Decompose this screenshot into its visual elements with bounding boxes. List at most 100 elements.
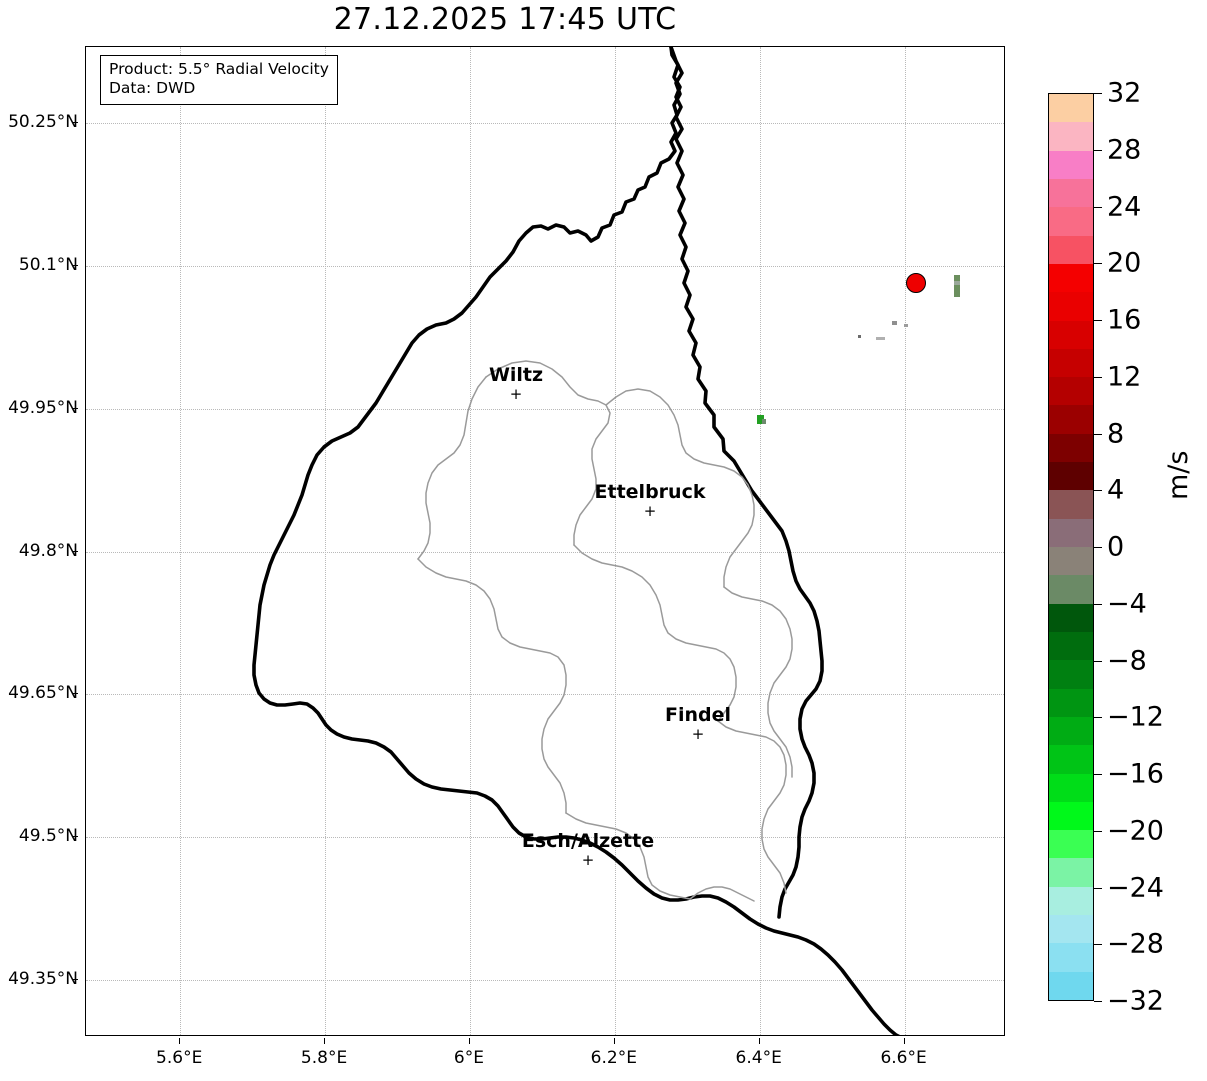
x-axis-tick-mark [468, 1038, 470, 1044]
info-box: Product: 5.5° Radial Velocity Data: DWD [100, 55, 338, 105]
x-axis-tick-label: 5.8°E [300, 1048, 348, 1068]
colorbar-tick-label: −28 [1107, 928, 1164, 960]
colorbar-tick-label: 4 [1107, 474, 1125, 506]
colorbar-band [1049, 886, 1093, 916]
colorbar-tick-label: −4 [1107, 588, 1147, 620]
gridline-horizontal [86, 123, 1004, 125]
colorbar-tick-mark [1094, 320, 1102, 321]
x-axis-tick-mark [903, 1038, 905, 1044]
y-axis-tick-mark [72, 550, 78, 552]
gridline-vertical [614, 47, 616, 1035]
city-label: Wiltz + [489, 366, 543, 402]
gridline-vertical [325, 47, 327, 1035]
y-axis-tick-label: 49.5°N [18, 826, 78, 847]
y-axis-tick-label: 49.65°N [8, 683, 78, 704]
y-axis-tick-label: 50.25°N [8, 112, 78, 133]
colorbar-tick-label: 0 [1107, 531, 1125, 563]
colorbar-tick-label: 8 [1107, 418, 1125, 449]
colorbar-band [1049, 490, 1093, 519]
colorbar-band [1049, 178, 1093, 208]
radar-site-marker[interactable] [906, 273, 926, 293]
colorbar-tick-mark [1094, 603, 1102, 605]
colorbar-tick-mark [1094, 830, 1102, 832]
y-axis-tick-mark [72, 836, 78, 838]
city-marker-icon: + [581, 851, 595, 869]
colorbar-band [1049, 915, 1093, 944]
colorbar-tick-mark [1094, 887, 1102, 889]
colorbar-band [1049, 518, 1093, 547]
colorbar-tick-mark [1094, 774, 1102, 775]
colorbar-tick-mark [1094, 490, 1102, 492]
x-axis-tick-mark [613, 1038, 615, 1044]
city-name: Findel [664, 704, 732, 726]
colorbar-band [1049, 405, 1093, 434]
colorbar-band [1049, 292, 1093, 321]
colorbar-tick-mark [1094, 93, 1102, 94]
radar-echo-pixel [954, 275, 960, 297]
colorbar-band [1049, 377, 1093, 406]
colorbar-band [1049, 433, 1093, 463]
city-label: Ettelbruck + [595, 483, 706, 519]
colorbar-tick-label: −8 [1107, 645, 1147, 676]
colorbar-band [1049, 660, 1093, 689]
colorbar-tick-label: 16 [1107, 304, 1142, 336]
colorbar-tick-mark [1094, 206, 1102, 208]
x-axis-tick-label: 5.6°E [156, 1048, 203, 1068]
country-border-luxembourg [252, 47, 901, 1035]
radar-echo-pixel [876, 337, 885, 340]
colorbar-tick-label: 24 [1107, 191, 1142, 222]
map-plot-area[interactable]: Wiltz + Ettelbruck + Findel + Esch/Alzette + Pr… [85, 46, 1005, 1036]
colorbar-band [1049, 716, 1093, 746]
radar-echo-pixel [757, 415, 764, 424]
colorbar-tick-mark [1094, 547, 1102, 548]
colorbar-band [1049, 830, 1093, 859]
gridline-horizontal [86, 551, 1004, 553]
gridline-horizontal [86, 694, 1004, 696]
colorbar-tick-label: −16 [1107, 758, 1164, 790]
city-label: Findel + [665, 706, 731, 742]
y-axis-tick-label: 49.35°N [8, 968, 78, 989]
city-label: Esch/Alzette + [522, 832, 654, 868]
gridline-vertical [469, 47, 471, 1035]
gridline-vertical [904, 47, 906, 1035]
y-axis-labels: 50.25°N 50.1°N 49.95°N 49.8°N 49.65°N 49.5°N 4… [0, 46, 78, 1036]
colorbar[interactable] [1048, 93, 1094, 1001]
colorbar-band [1049, 603, 1093, 632]
colorbar-tick-mark [1094, 1001, 1102, 1002]
colorbar-band [1049, 94, 1093, 123]
y-axis-tick-label: 49.8°N [18, 540, 78, 561]
x-axis-labels: 5.6°E 5.8°E 6°E 6.2°E 6.4°E 6.6°E [85, 1038, 1005, 1068]
colorbar-ticks: 32 28 24 20 16 12 8 4 0 −4 −8 −12 −16 −20 −24 −28 −32 [1094, 78, 1204, 1017]
colorbar-band [1049, 235, 1093, 264]
colorbar-band [1049, 801, 1093, 831]
x-axis-tick-label: 6.6°E [880, 1048, 927, 1068]
x-axis-tick-label: 6.4°E [735, 1048, 782, 1068]
colorbar-band [1049, 207, 1093, 236]
colorbar-tick-label: 32 [1107, 77, 1142, 109]
colorbar-band [1049, 122, 1093, 151]
colorbar-tick-mark [1094, 433, 1102, 435]
city-marker-icon: + [691, 725, 705, 743]
x-axis-tick-mark [324, 1038, 326, 1044]
radar-echo-pixel [762, 419, 766, 424]
y-axis-tick-label: 50.1°N [18, 254, 78, 275]
colorbar-band [1049, 263, 1093, 293]
city-marker-icon: + [643, 502, 657, 520]
colorbar-band [1049, 688, 1093, 717]
colorbar-tick-label: 20 [1107, 247, 1142, 279]
colorbar-tick-mark [1094, 149, 1102, 151]
gridline-horizontal [86, 265, 1004, 267]
x-axis-tick-label: 6°E [453, 1048, 484, 1068]
city-name: Esch/Alzette [521, 830, 655, 852]
colorbar-tick-mark [1094, 660, 1102, 662]
x-axis-tick-mark [758, 1038, 760, 1044]
map-geometry [252, 47, 901, 1035]
radar-echo-pixel [904, 324, 908, 327]
x-axis-tick-mark [179, 1038, 181, 1044]
colorbar-tick-label: −32 [1107, 985, 1164, 1017]
colorbar-tick-mark [1094, 376, 1102, 378]
y-axis-tick-label: 49.95°N [8, 397, 78, 418]
colorbar-tick-label: 28 [1107, 134, 1142, 166]
colorbar-tick-mark [1094, 263, 1102, 265]
y-axis-tick-mark [72, 978, 78, 980]
